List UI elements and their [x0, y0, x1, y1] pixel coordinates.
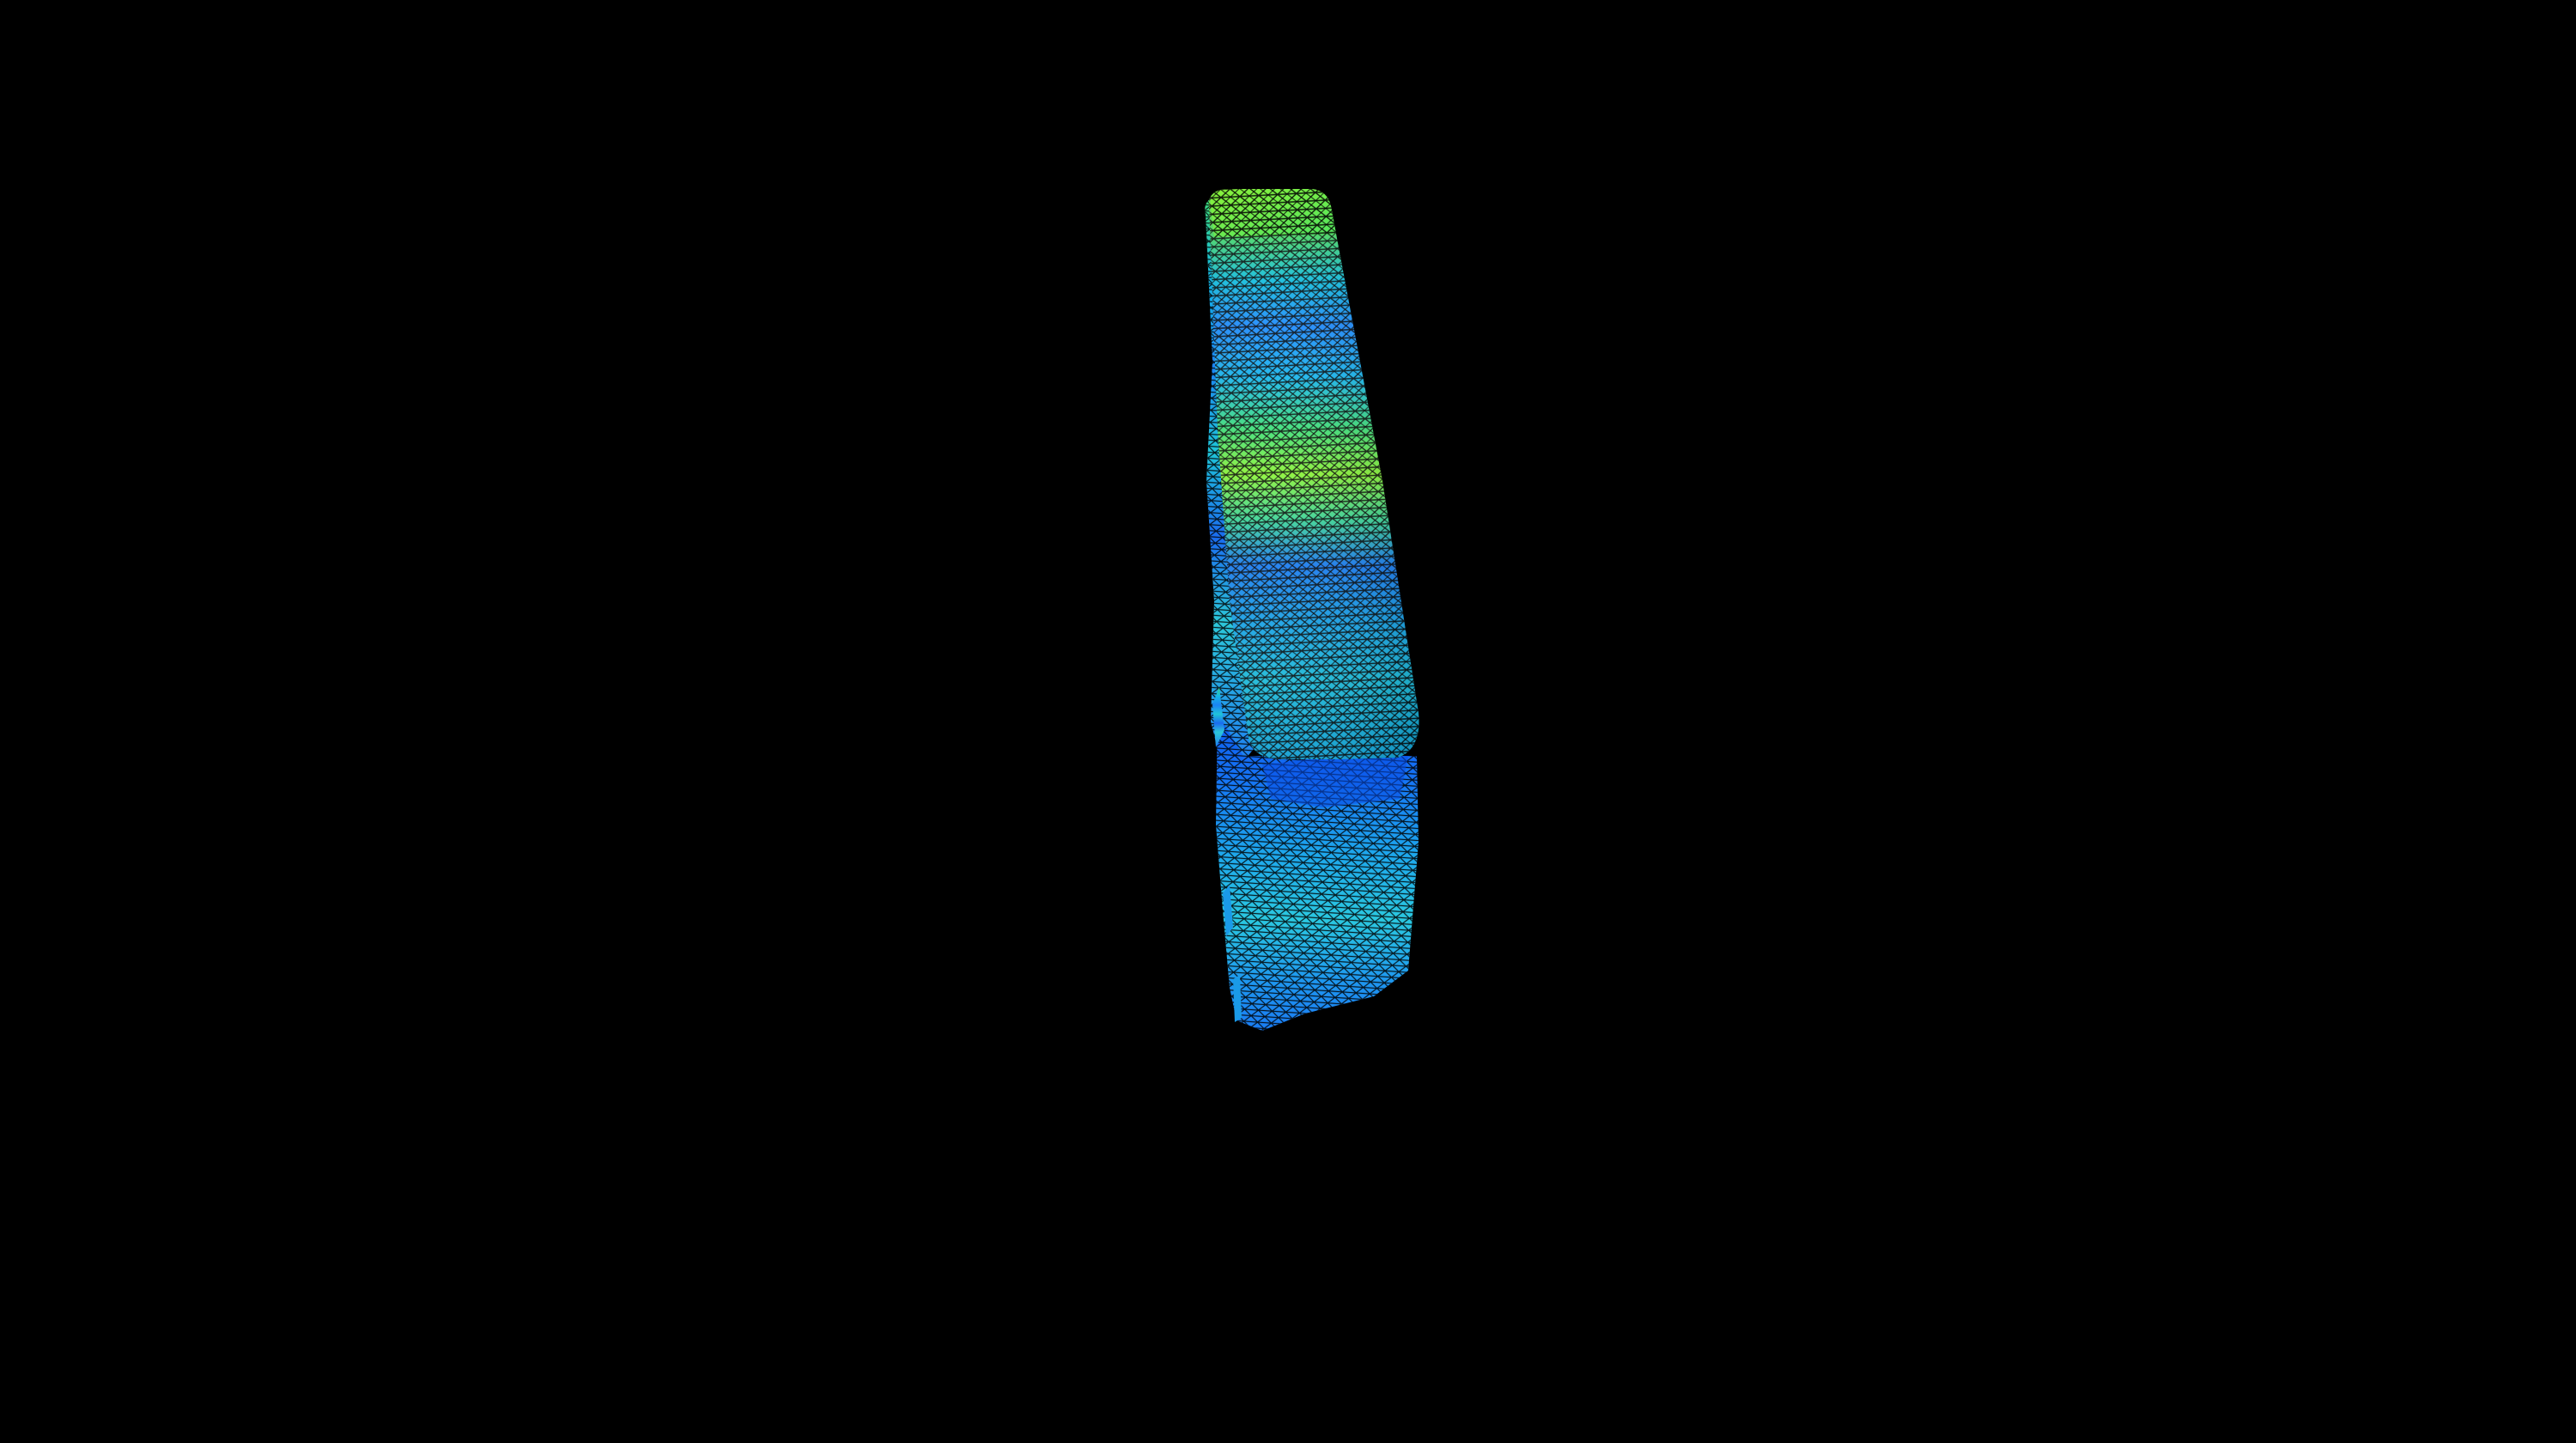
mesh-top-cap [1210, 189, 1336, 237]
mesh-edge-detail [1212, 687, 1242, 1022]
mesh-front-face [1208, 189, 1419, 759]
mesh-lower-block [1216, 713, 1419, 1031]
